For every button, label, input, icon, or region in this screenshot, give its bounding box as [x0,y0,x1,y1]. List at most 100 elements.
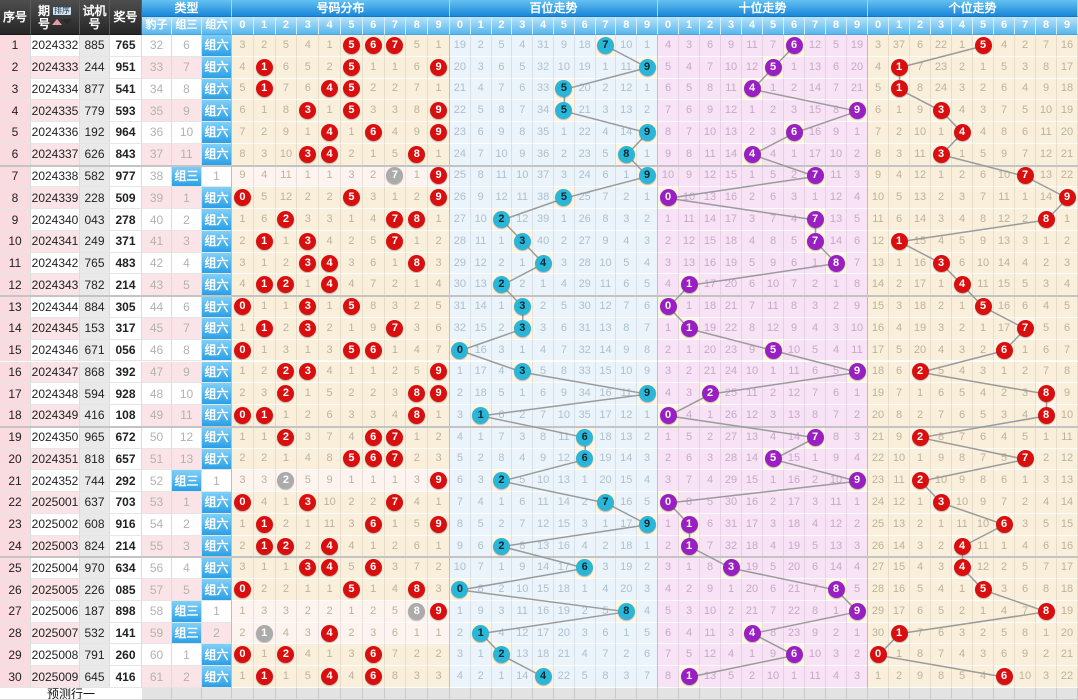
dist-cell: 2 [253,35,276,57]
dist-cell: 4 [319,143,341,166]
dist-cell: 4 [319,78,341,101]
bai-cell: 2 [554,143,575,166]
ge-cell: 7 [1036,361,1057,384]
group6-cell: 组六 [202,209,232,231]
shi-cell: 10 [826,143,847,166]
dist-cell: 6 [253,209,276,231]
ge-cell: 28 [868,579,889,601]
ge-cell: 2 [952,317,973,340]
prize-number-cell: 977 [110,165,142,188]
ge-cell: 5 [994,448,1015,471]
dist-cell: 3 [297,100,320,123]
shi-cell: 3 [805,296,826,318]
shi-cell: 5 [742,252,763,275]
shi-cell: 16 [784,470,805,493]
shi-cell: 7 [763,600,784,623]
group6-cell: 组六 [202,143,232,166]
sort-widget[interactable]: 排序 [52,7,72,27]
bai-cell: 2 [491,317,513,340]
bai-cell: 6 [554,317,575,340]
group6-cell: 1 [202,600,232,623]
hundreds-ball: 9 [638,123,656,141]
ge-cell: 8 [931,426,952,449]
bai-cell: 9 [512,143,534,166]
section-header-ge: 个位走势 [868,0,1078,17]
ge-cell: 7 [1036,35,1057,57]
prediction-empty-cell [805,688,826,700]
dist-cell: 9 [428,383,450,406]
issue-cell: 2025006 [31,600,80,623]
digit-header: 9 [637,17,658,35]
ge-cell: 5 [1036,513,1057,536]
tens-ball: 0 [659,189,677,207]
prize-ball: 5 [342,450,360,468]
ge-cell: 7 [952,426,973,449]
prize-ball: 1 [255,406,273,424]
ge-cell: 10 [973,513,994,536]
prediction-empty-cell [616,688,638,700]
bai-cell: 13 [595,317,617,340]
issue-cell: 2025008 [31,644,80,667]
ge-cell: 9 [994,143,1015,166]
dist-cell: 1 [384,513,407,536]
dist-cell: 2 [406,187,429,210]
dist-cell: 3 [232,557,254,580]
bai-cell: 19 [450,35,471,57]
dist-cell: 1 [428,405,450,427]
shi-cell: 4 [742,143,763,166]
bai-cell: 4 [595,122,617,144]
shi-cell: 1 [763,78,784,101]
shi-cell: 5 [847,209,868,231]
section-divider [449,35,450,688]
bai-cell: 7 [512,100,534,123]
prize-ball: 1 [255,537,273,555]
dist-cell: 3 [384,557,407,580]
bai-cell: 16 [470,339,492,362]
prize-number-cell: 141 [110,622,142,645]
prediction-row-label[interactable]: 预测行一 [0,688,142,700]
ge-cell: 30 [868,622,889,645]
units-ball: 8 [1037,406,1055,424]
prediction-empty-cell [721,688,742,700]
shi-cell: 8 [700,557,721,580]
leopard-miss-cell: 45 [142,317,172,340]
shi-cell: 9 [784,317,805,340]
dist-cell: 1 [253,666,276,688]
ge-cell: 1 [931,165,952,188]
ge-cell: 6 [910,600,931,623]
dist-cell: 3 [406,666,429,688]
tens-ball: 0 [659,493,677,511]
shi-cell: 20 [784,557,805,580]
ge-cell: 21 [1057,143,1078,166]
ge-cell: 2 [1057,230,1078,253]
bai-cell: 6 [595,622,617,645]
group6-cell: 组六 [202,644,232,667]
prize-ball: 7 [386,319,404,337]
shi-cell: 4 [784,209,805,231]
bai-cell: 3 [554,252,575,275]
digit-header: 1 [470,17,492,35]
group3-cell: 7 [172,56,202,79]
bai-cell: 26 [574,209,596,231]
seq-cell: 28 [0,622,31,645]
dist-cell: 1 [362,470,385,493]
bai-cell: 1 [491,296,513,318]
dist-cell: 1 [253,252,276,275]
group6-cell: 组六 [202,252,232,275]
bai-cell: 1 [637,187,658,210]
sort-desc-icon[interactable] [62,19,72,25]
sort-asc-icon[interactable] [52,19,62,25]
ge-cell: 2 [1036,252,1057,275]
hundreds-ball: 9 [638,515,656,533]
units-ball: 5 [974,298,992,316]
ge-cell: 17 [1057,557,1078,580]
shi-cell: 19 [721,252,742,275]
shi-cell: 5 [763,448,784,471]
bai-cell: 32 [574,339,596,362]
bai-cell: 14 [595,339,617,362]
test-number-cell: 779 [80,100,110,123]
shi-cell: 9 [847,361,868,384]
shi-cell: 7 [826,405,847,427]
bai-cell: 2 [491,644,513,667]
dist-cell: 5 [341,296,363,318]
